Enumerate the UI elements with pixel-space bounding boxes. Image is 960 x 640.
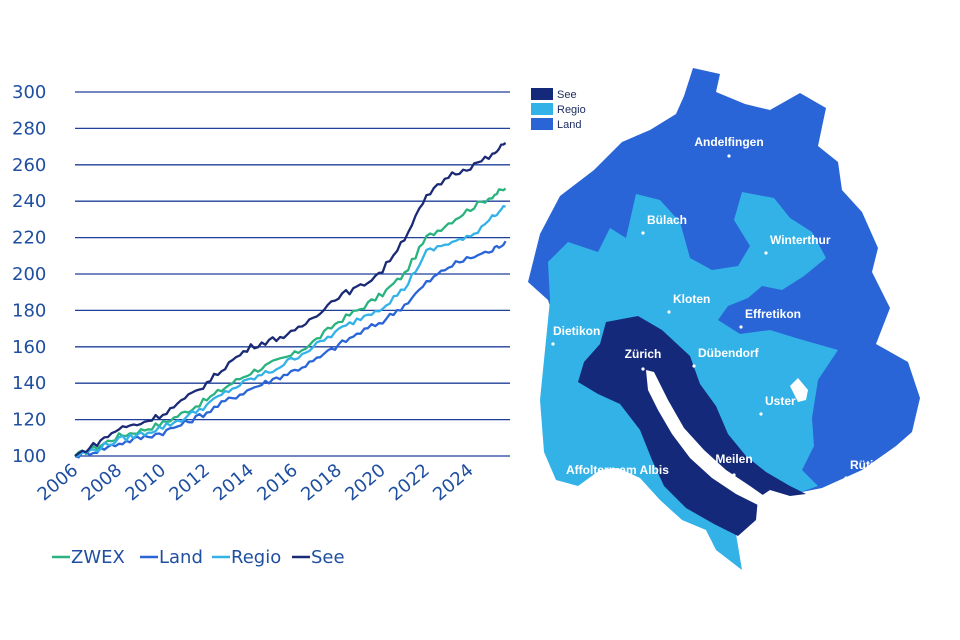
y-tick-label: 180 — [12, 300, 46, 321]
town-dot — [641, 231, 645, 235]
town-label: Winterthur — [770, 233, 831, 247]
y-tick-label: 260 — [12, 155, 46, 176]
map-town: Meilen — [715, 452, 753, 477]
town-dot — [732, 473, 736, 477]
town-dot — [727, 154, 731, 158]
map-legend: See Regio Land — [531, 88, 586, 131]
town-dot — [667, 310, 671, 314]
y-tick-label: 280 — [12, 118, 46, 139]
town-label: Effretikon — [745, 307, 801, 321]
map-legend-label: Regio — [557, 104, 586, 116]
map-legend-swatch — [531, 118, 553, 130]
town-label: Dübendorf — [698, 346, 760, 360]
legend-label: Land — [159, 547, 203, 568]
town-dot — [764, 251, 768, 255]
legend-item: Regio — [212, 547, 281, 568]
town-label: Bülach — [647, 213, 687, 227]
town-dot — [692, 364, 696, 368]
y-tick-label: 120 — [12, 410, 46, 431]
legend-item: ZWEX — [52, 547, 125, 568]
map-lake-small — [790, 378, 808, 402]
y-tick-label: 220 — [12, 228, 46, 249]
map-legend-label: See — [557, 89, 577, 101]
town-dot — [586, 481, 590, 485]
series-line-see — [74, 142, 507, 457]
town-dot — [759, 412, 763, 416]
chart-series — [74, 142, 507, 459]
legend-label: Regio — [231, 547, 281, 568]
map-town: Uster — [759, 394, 796, 416]
chart-gridlines — [75, 91, 510, 457]
series-line-zwex — [74, 187, 507, 457]
series-line-regio — [74, 204, 506, 458]
map-town: Andelfingen — [694, 135, 764, 158]
y-tick-label: 140 — [12, 373, 46, 394]
map-town: Zürich — [625, 347, 662, 371]
map-town: Rüti — [844, 458, 873, 480]
town-label: Andelfingen — [694, 135, 763, 149]
map-town: Affoltern am Albis — [566, 463, 669, 485]
map-lake — [646, 370, 770, 506]
town-label: Affoltern am Albis — [566, 463, 669, 477]
y-axis-ticks: 100 120 140 160 180 200 220 240 260 280 300 — [12, 82, 46, 467]
map-town: Dübendorf — [692, 346, 760, 368]
map-legend-label: Land — [557, 119, 581, 131]
legend-item: Land — [140, 547, 203, 568]
map-region-see — [578, 316, 806, 536]
map-legend-swatch — [531, 103, 553, 115]
town-label: Dietikon — [553, 324, 600, 338]
town-dot — [641, 367, 645, 371]
chart-legend: ZWEX Land Regio See — [52, 547, 345, 568]
legend-label: ZWEX — [71, 547, 125, 568]
town-dot — [844, 476, 848, 480]
legend-label: See — [311, 547, 345, 568]
map-town: Bülach — [641, 213, 687, 235]
map-town: Winterthur — [764, 233, 831, 255]
town-dot — [551, 342, 555, 346]
legend-item: See — [292, 547, 345, 568]
map-towns: Andelfingen Bülach Winterthur Kloten Effreti… — [551, 135, 873, 485]
map-town: Effretikon — [739, 307, 801, 329]
map-town: Dietikon — [551, 324, 600, 346]
town-label: Rüti — [850, 458, 873, 472]
series-line-land — [74, 240, 507, 459]
town-label: Uster — [765, 394, 796, 408]
y-tick-label: 160 — [12, 337, 46, 358]
town-label: Kloten — [673, 292, 710, 306]
map-town: Kloten — [667, 292, 710, 314]
y-tick-label: 100 — [12, 446, 46, 467]
town-label: Zürich — [625, 347, 662, 361]
town-dot — [739, 325, 743, 329]
y-tick-label: 300 — [12, 82, 46, 103]
town-label: Meilen — [715, 452, 752, 466]
y-tick-label: 200 — [12, 264, 46, 285]
y-tick-label: 240 — [12, 191, 46, 212]
map-legend-swatch — [531, 88, 553, 100]
